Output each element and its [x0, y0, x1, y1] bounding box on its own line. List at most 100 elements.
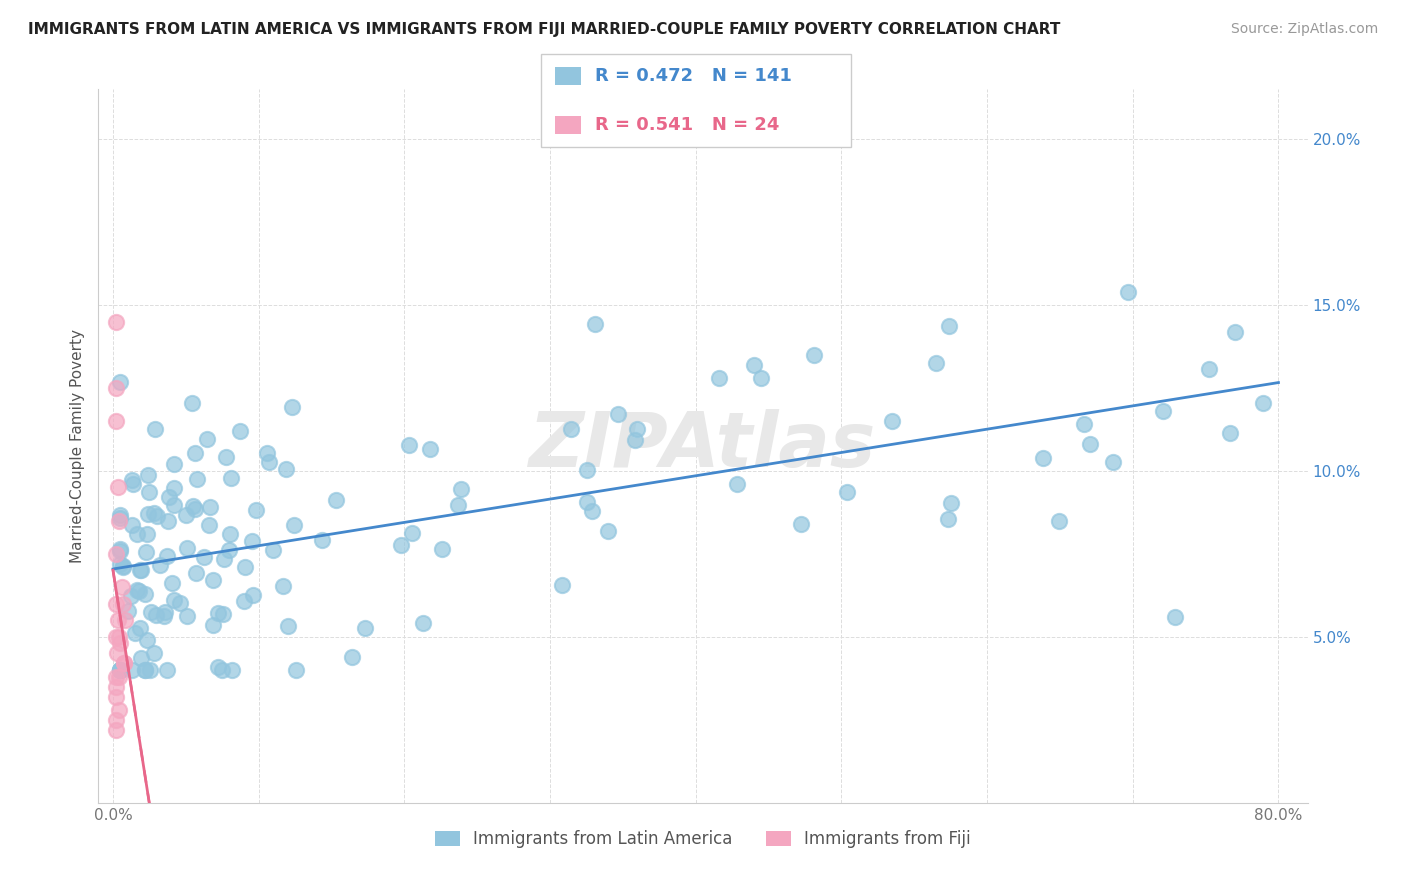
- Immigrants from Latin America: [195, 432, 218, 446]
- Text: R = 0.472   N = 141: R = 0.472 N = 141: [595, 67, 792, 85]
- Immigrants from Fiji: [104, 597, 127, 611]
- Immigrants from Latin America: [176, 508, 198, 522]
- Immigrants from Latin America: [156, 549, 179, 563]
- Immigrants from Latin America: [135, 544, 157, 558]
- Immigrants from Latin America: [560, 422, 582, 436]
- Immigrants from Latin America: [219, 526, 242, 541]
- Immigrants from Latin America: [576, 495, 599, 509]
- Immigrants from Latin America: [152, 609, 174, 624]
- Immigrants from Latin America: [136, 468, 159, 483]
- Immigrants from Latin America: [110, 508, 132, 523]
- Immigrants from Latin America: [262, 543, 284, 558]
- Immigrants from Fiji: [104, 630, 127, 644]
- Immigrants from Latin America: [146, 509, 169, 524]
- Immigrants from Latin America: [110, 663, 132, 677]
- Immigrants from Latin America: [129, 650, 152, 665]
- Immigrants from Latin America: [135, 526, 157, 541]
- Immigrants from Latin America: [129, 563, 152, 577]
- Immigrants from Latin America: [163, 593, 186, 607]
- Immigrants from Latin America: [186, 566, 208, 581]
- Immigrants from Latin America: [138, 485, 160, 500]
- Immigrants from Latin America: [256, 446, 278, 460]
- Immigrants from Latin America: [581, 503, 603, 517]
- Immigrants from Latin America: [446, 498, 468, 512]
- Immigrants from Latin America: [138, 508, 160, 522]
- Immigrants from Latin America: [242, 588, 264, 602]
- Immigrants from Latin America: [143, 646, 166, 660]
- Immigrants from Latin America: [1198, 361, 1220, 376]
- Immigrants from Latin America: [127, 526, 149, 541]
- Immigrants from Latin America: [121, 476, 143, 491]
- Immigrants from Fiji: [104, 547, 127, 561]
- Immigrants from Latin America: [193, 550, 215, 565]
- Immigrants from Latin America: [575, 463, 598, 477]
- Immigrants from Latin America: [124, 626, 146, 640]
- Immigrants from Latin America: [277, 619, 299, 633]
- Immigrants from Latin America: [110, 557, 132, 571]
- Immigrants from Fiji: [105, 670, 128, 684]
- Immigrants from Latin America: [201, 573, 224, 587]
- Immigrants from Latin America: [939, 496, 962, 510]
- Immigrants from Latin America: [198, 500, 221, 514]
- Immigrants from Latin America: [709, 370, 731, 384]
- Immigrants from Fiji: [108, 636, 131, 650]
- Immigrants from Latin America: [419, 442, 441, 457]
- Immigrants from Latin America: [626, 422, 648, 436]
- Immigrants from Fiji: [104, 381, 127, 395]
- Immigrants from Latin America: [129, 621, 152, 635]
- Immigrants from Latin America: [183, 502, 205, 516]
- Immigrants from Fiji: [112, 657, 135, 671]
- Immigrants from Latin America: [110, 542, 132, 557]
- Immigrants from Latin America: [285, 663, 308, 677]
- Immigrants from Latin America: [412, 616, 434, 631]
- Immigrants from Latin America: [157, 491, 180, 505]
- Immigrants from Latin America: [242, 534, 264, 549]
- Immigrants from Latin America: [176, 541, 198, 555]
- Immigrants from Fiji: [105, 647, 128, 661]
- Immigrants from Latin America: [145, 607, 167, 622]
- Immigrants from Latin America: [624, 433, 647, 447]
- Immigrants from Latin America: [181, 499, 204, 513]
- Immigrants from Latin America: [153, 605, 176, 619]
- Immigrants from Fiji: [107, 613, 129, 627]
- Immigrants from Latin America: [325, 492, 347, 507]
- Immigrants from Latin America: [214, 450, 236, 464]
- Immigrants from Latin America: [219, 471, 242, 485]
- Immigrants from Latin America: [207, 660, 229, 674]
- Immigrants from Latin America: [430, 541, 453, 556]
- Immigrants from Latin America: [214, 552, 236, 566]
- Immigrants from Latin America: [149, 558, 172, 572]
- Immigrants from Latin America: [274, 462, 297, 476]
- Immigrants from Latin America: [1116, 285, 1139, 300]
- Immigrants from Latin America: [1163, 609, 1185, 624]
- Immigrants from Latin America: [271, 579, 294, 593]
- Immigrants from Latin America: [924, 356, 946, 370]
- Legend: Immigrants from Latin America, Immigrants from Fiji: Immigrants from Latin America, Immigrant…: [429, 824, 977, 855]
- Immigrants from Latin America: [163, 457, 186, 471]
- Immigrants from Latin America: [169, 596, 191, 610]
- Immigrants from Latin America: [803, 348, 825, 362]
- Immigrants from Latin America: [1251, 396, 1274, 410]
- Immigrants from Latin America: [134, 663, 156, 677]
- Immigrants from Latin America: [198, 518, 221, 533]
- Immigrants from Latin America: [156, 663, 179, 677]
- Y-axis label: Married-Couple Family Poverty: Married-Couple Family Poverty: [69, 329, 84, 563]
- Immigrants from Fiji: [107, 514, 129, 528]
- Immigrants from Latin America: [211, 663, 233, 677]
- Immigrants from Latin America: [221, 663, 243, 677]
- Immigrants from Latin America: [790, 517, 813, 532]
- Immigrants from Latin America: [598, 524, 620, 538]
- Immigrants from Latin America: [121, 517, 143, 532]
- Immigrants from Fiji: [108, 630, 131, 644]
- Immigrants from Latin America: [342, 650, 364, 665]
- Immigrants from Latin America: [121, 663, 143, 677]
- Immigrants from Fiji: [112, 657, 135, 671]
- Immigrants from Fiji: [112, 597, 135, 611]
- Immigrants from Latin America: [450, 482, 472, 496]
- Text: R = 0.541   N = 24: R = 0.541 N = 24: [595, 116, 779, 134]
- Immigrants from Latin America: [1047, 514, 1070, 528]
- Immigrants from Fiji: [104, 314, 127, 328]
- Immigrants from Latin America: [186, 472, 208, 486]
- Immigrants from Latin America: [936, 512, 959, 526]
- Immigrants from Latin America: [110, 663, 132, 677]
